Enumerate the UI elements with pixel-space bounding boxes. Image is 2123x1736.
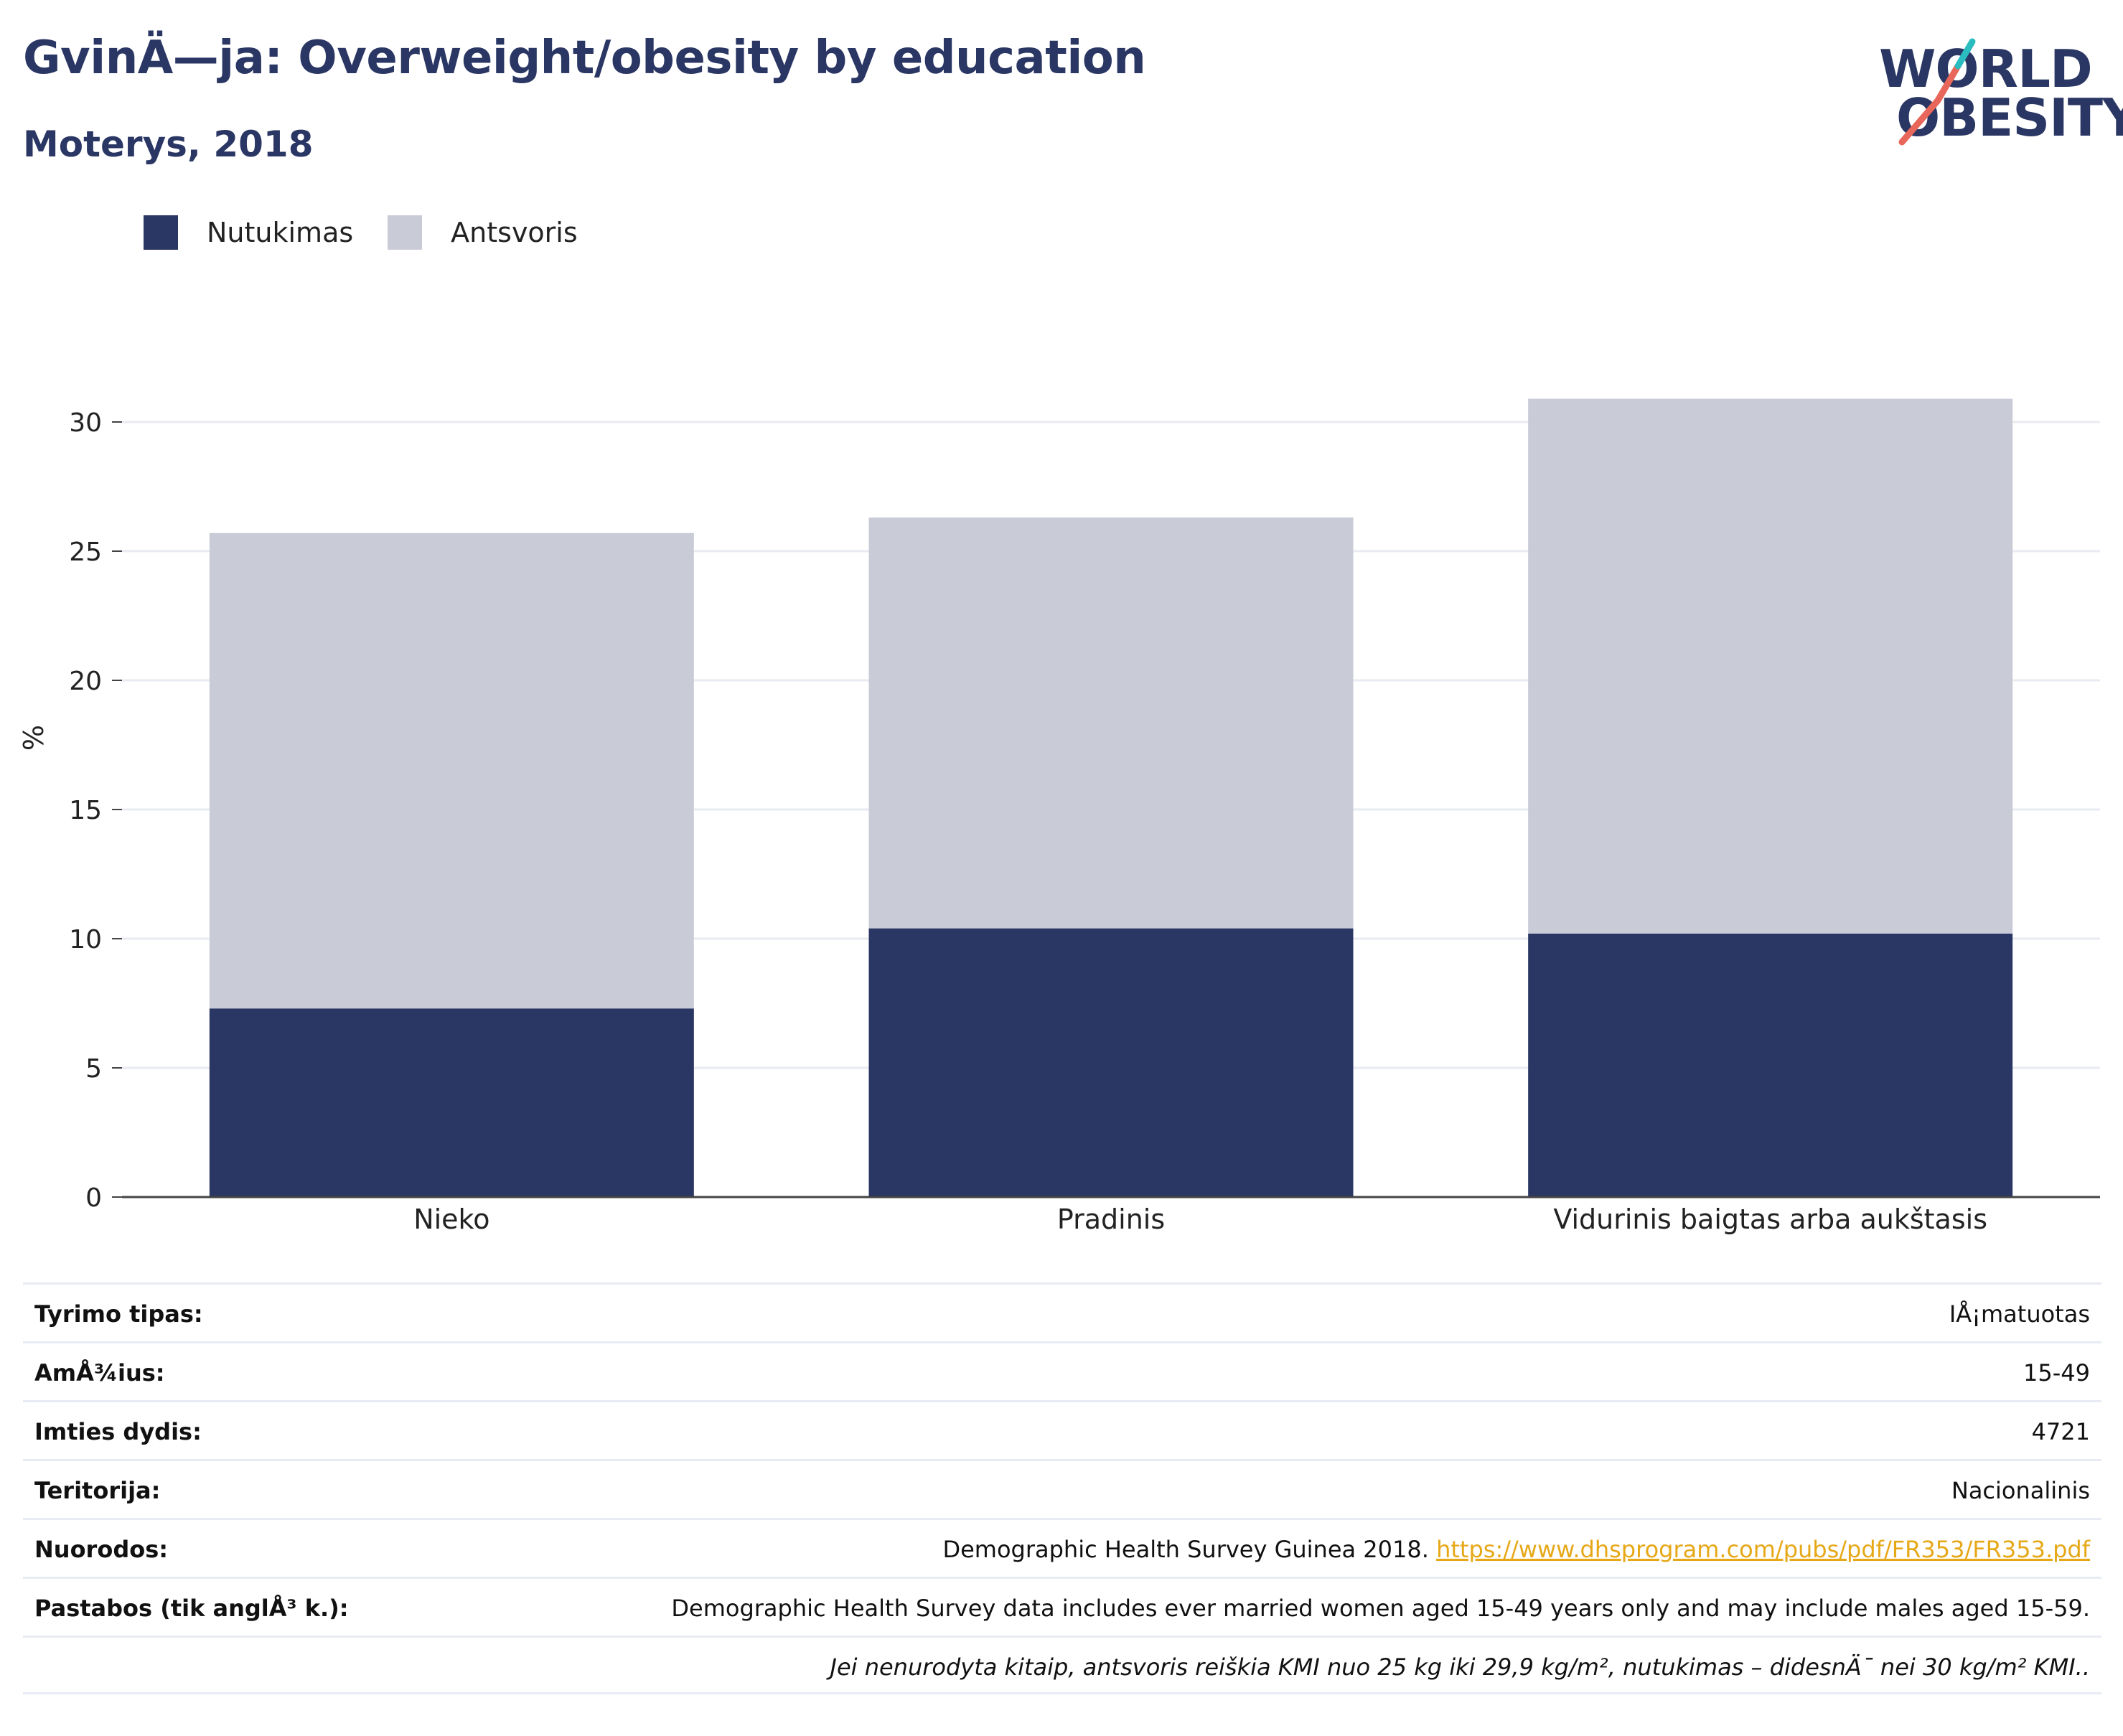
y-tick-label: 20 bbox=[69, 667, 102, 696]
bar-antsvoris-2 bbox=[1528, 398, 2013, 934]
info-value: 15-49 bbox=[2023, 1359, 2090, 1387]
info-value: Demographic Health Survey Guinea 2018. h… bbox=[942, 1520, 2090, 1579]
info-key: AmÅ¾ius: bbox=[34, 1359, 165, 1387]
x-tick-label: Nieko bbox=[413, 1204, 489, 1235]
info-key: Teritorija: bbox=[34, 1477, 161, 1504]
y-axis-label: % bbox=[18, 725, 50, 751]
info-value: 4721 bbox=[2031, 1418, 2090, 1445]
y-tick-label: 25 bbox=[69, 538, 102, 567]
info-key: Tyrimo tipas: bbox=[34, 1300, 203, 1328]
info-row-references: Nuorodos: Demographic Health Survey Guin… bbox=[23, 1518, 2101, 1577]
bar-antsvoris-1 bbox=[868, 517, 1354, 929]
legend-swatch-nutukimas bbox=[144, 215, 178, 250]
bar-nutukimas-1 bbox=[868, 928, 1354, 1197]
logo-word-world: WORLD bbox=[1879, 39, 2093, 99]
y-tick-label: 5 bbox=[85, 1054, 102, 1084]
x-tick-label: Vidurinis baigtas arba aukštasis bbox=[1553, 1204, 1987, 1235]
info-value: Jei nenurodyta kitaip, antsvoris reiškia… bbox=[830, 1653, 2091, 1681]
info-row-definition: Jei nenurodyta kitaip, antsvoris reiškia… bbox=[23, 1636, 2101, 1694]
info-key: Pastabos (tik anglÅ³ k.): bbox=[34, 1595, 349, 1622]
info-row-age: AmÅ¾ius: 15-49 bbox=[23, 1341, 2101, 1400]
chart-subtitle: Moterys, 2018 bbox=[23, 123, 314, 165]
y-tick-label: 10 bbox=[69, 925, 102, 954]
info-row-sample-size: Imties dydis: 4721 bbox=[23, 1400, 2101, 1459]
chart-title: GvinÄ—ja: Overweight/obesity by educatio… bbox=[23, 32, 1146, 85]
logo-slash-coral-lower bbox=[1898, 97, 1941, 146]
y-tick-label: 0 bbox=[85, 1183, 102, 1213]
bar-antsvoris-0 bbox=[209, 532, 694, 1009]
bar-nutukimas-2 bbox=[1528, 933, 2013, 1197]
y-tick-label: 30 bbox=[69, 408, 102, 438]
world-obesity-logo[interactable]: WORLD OBESITY bbox=[1873, 29, 2123, 151]
bar-nutukimas-0 bbox=[209, 1008, 694, 1197]
legend-label-antsvoris: Antsvoris bbox=[451, 217, 578, 248]
info-table: Tyrimo tipas: IÅ¡matuotas AmÅ¾ius: 15-49… bbox=[23, 1282, 2101, 1694]
info-value: Demographic Health Survey data includes … bbox=[671, 1595, 2090, 1622]
info-value: Nacionalinis bbox=[1951, 1477, 2090, 1504]
reference-link[interactable]: https://www.dhsprogram.com/pubs/pdf/FR35… bbox=[1436, 1536, 2090, 1563]
reference-text: Demographic Health Survey Guinea 2018. bbox=[942, 1536, 1437, 1563]
y-tick-label: 15 bbox=[69, 796, 102, 825]
x-tick-label: Pradinis bbox=[1057, 1204, 1165, 1235]
logo-slash-icon bbox=[1898, 38, 1976, 146]
logo-slash-teal bbox=[1954, 38, 1976, 70]
info-row-survey-type: Tyrimo tipas: IÅ¡matuotas bbox=[23, 1282, 2101, 1341]
info-row-notes: Pastabos (tik anglÅ³ k.): Demographic He… bbox=[23, 1577, 2101, 1636]
info-row-territory: Teritorija: Nacionalinis bbox=[23, 1459, 2101, 1518]
chart-legend: Nutukimas Antsvoris bbox=[144, 215, 612, 250]
legend-label-nutukimas: Nutukimas bbox=[207, 217, 354, 248]
legend-swatch-antsvoris bbox=[388, 215, 423, 250]
stacked-bar-chart: 0 5 10 15 20 25 30% Nieko Pradinis Vidurinis baig… bbox=[18, 398, 2100, 1235]
info-key: Imties dydis: bbox=[34, 1418, 202, 1445]
legend-item-antsvoris[interactable]: Antsvoris bbox=[388, 215, 578, 250]
info-value: IÅ¡matuotas bbox=[1949, 1300, 2090, 1328]
info-key: Nuorodos: bbox=[34, 1536, 169, 1563]
legend-item-nutukimas[interactable]: Nutukimas bbox=[144, 215, 353, 250]
logo-slash-coral bbox=[1934, 62, 1962, 104]
